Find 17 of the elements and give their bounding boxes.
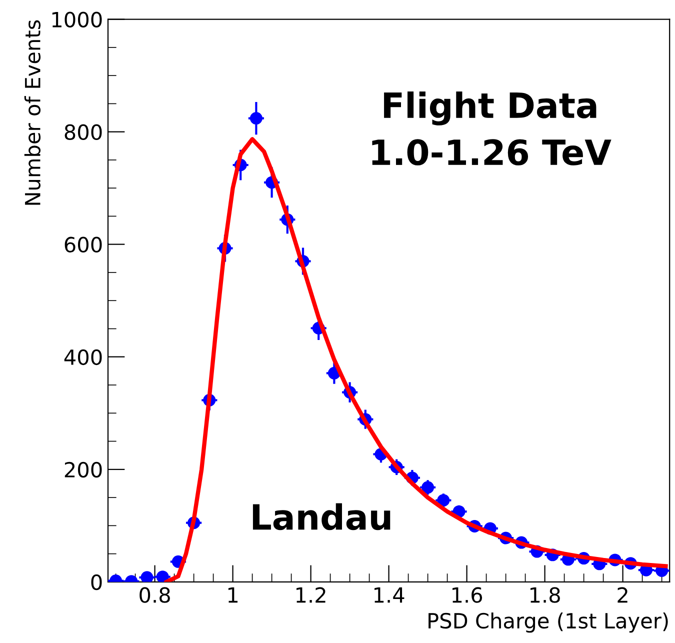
x-tick-label: 2 bbox=[618, 587, 628, 603]
y-tick-label: 400 bbox=[64, 349, 102, 366]
x-tick-label: 1.4 bbox=[374, 587, 404, 603]
annotation: Flight Data 1.0-1.26 TeV bbox=[372, 91, 612, 166]
annotation: Landau bbox=[252, 503, 390, 530]
y-axis-title: Number of Events bbox=[24, 20, 41, 205]
y-tick-label: 0 bbox=[91, 574, 102, 590]
y-tick-label: 1000 bbox=[52, 12, 102, 28]
x-axis-title: PSD Charge (1st Layer) bbox=[428, 612, 668, 633]
y-tick-label: 800 bbox=[64, 124, 102, 140]
x-tick-label: 1.8 bbox=[530, 587, 560, 603]
x-tick-label: 1 bbox=[228, 587, 238, 603]
x-tick-label: 0.8 bbox=[140, 587, 170, 603]
x-tick-label: 1.2 bbox=[296, 587, 326, 603]
y-tick-label: 600 bbox=[64, 236, 102, 253]
x-tick-label: 1.6 bbox=[452, 587, 482, 603]
y-tick-label: 200 bbox=[64, 462, 102, 478]
